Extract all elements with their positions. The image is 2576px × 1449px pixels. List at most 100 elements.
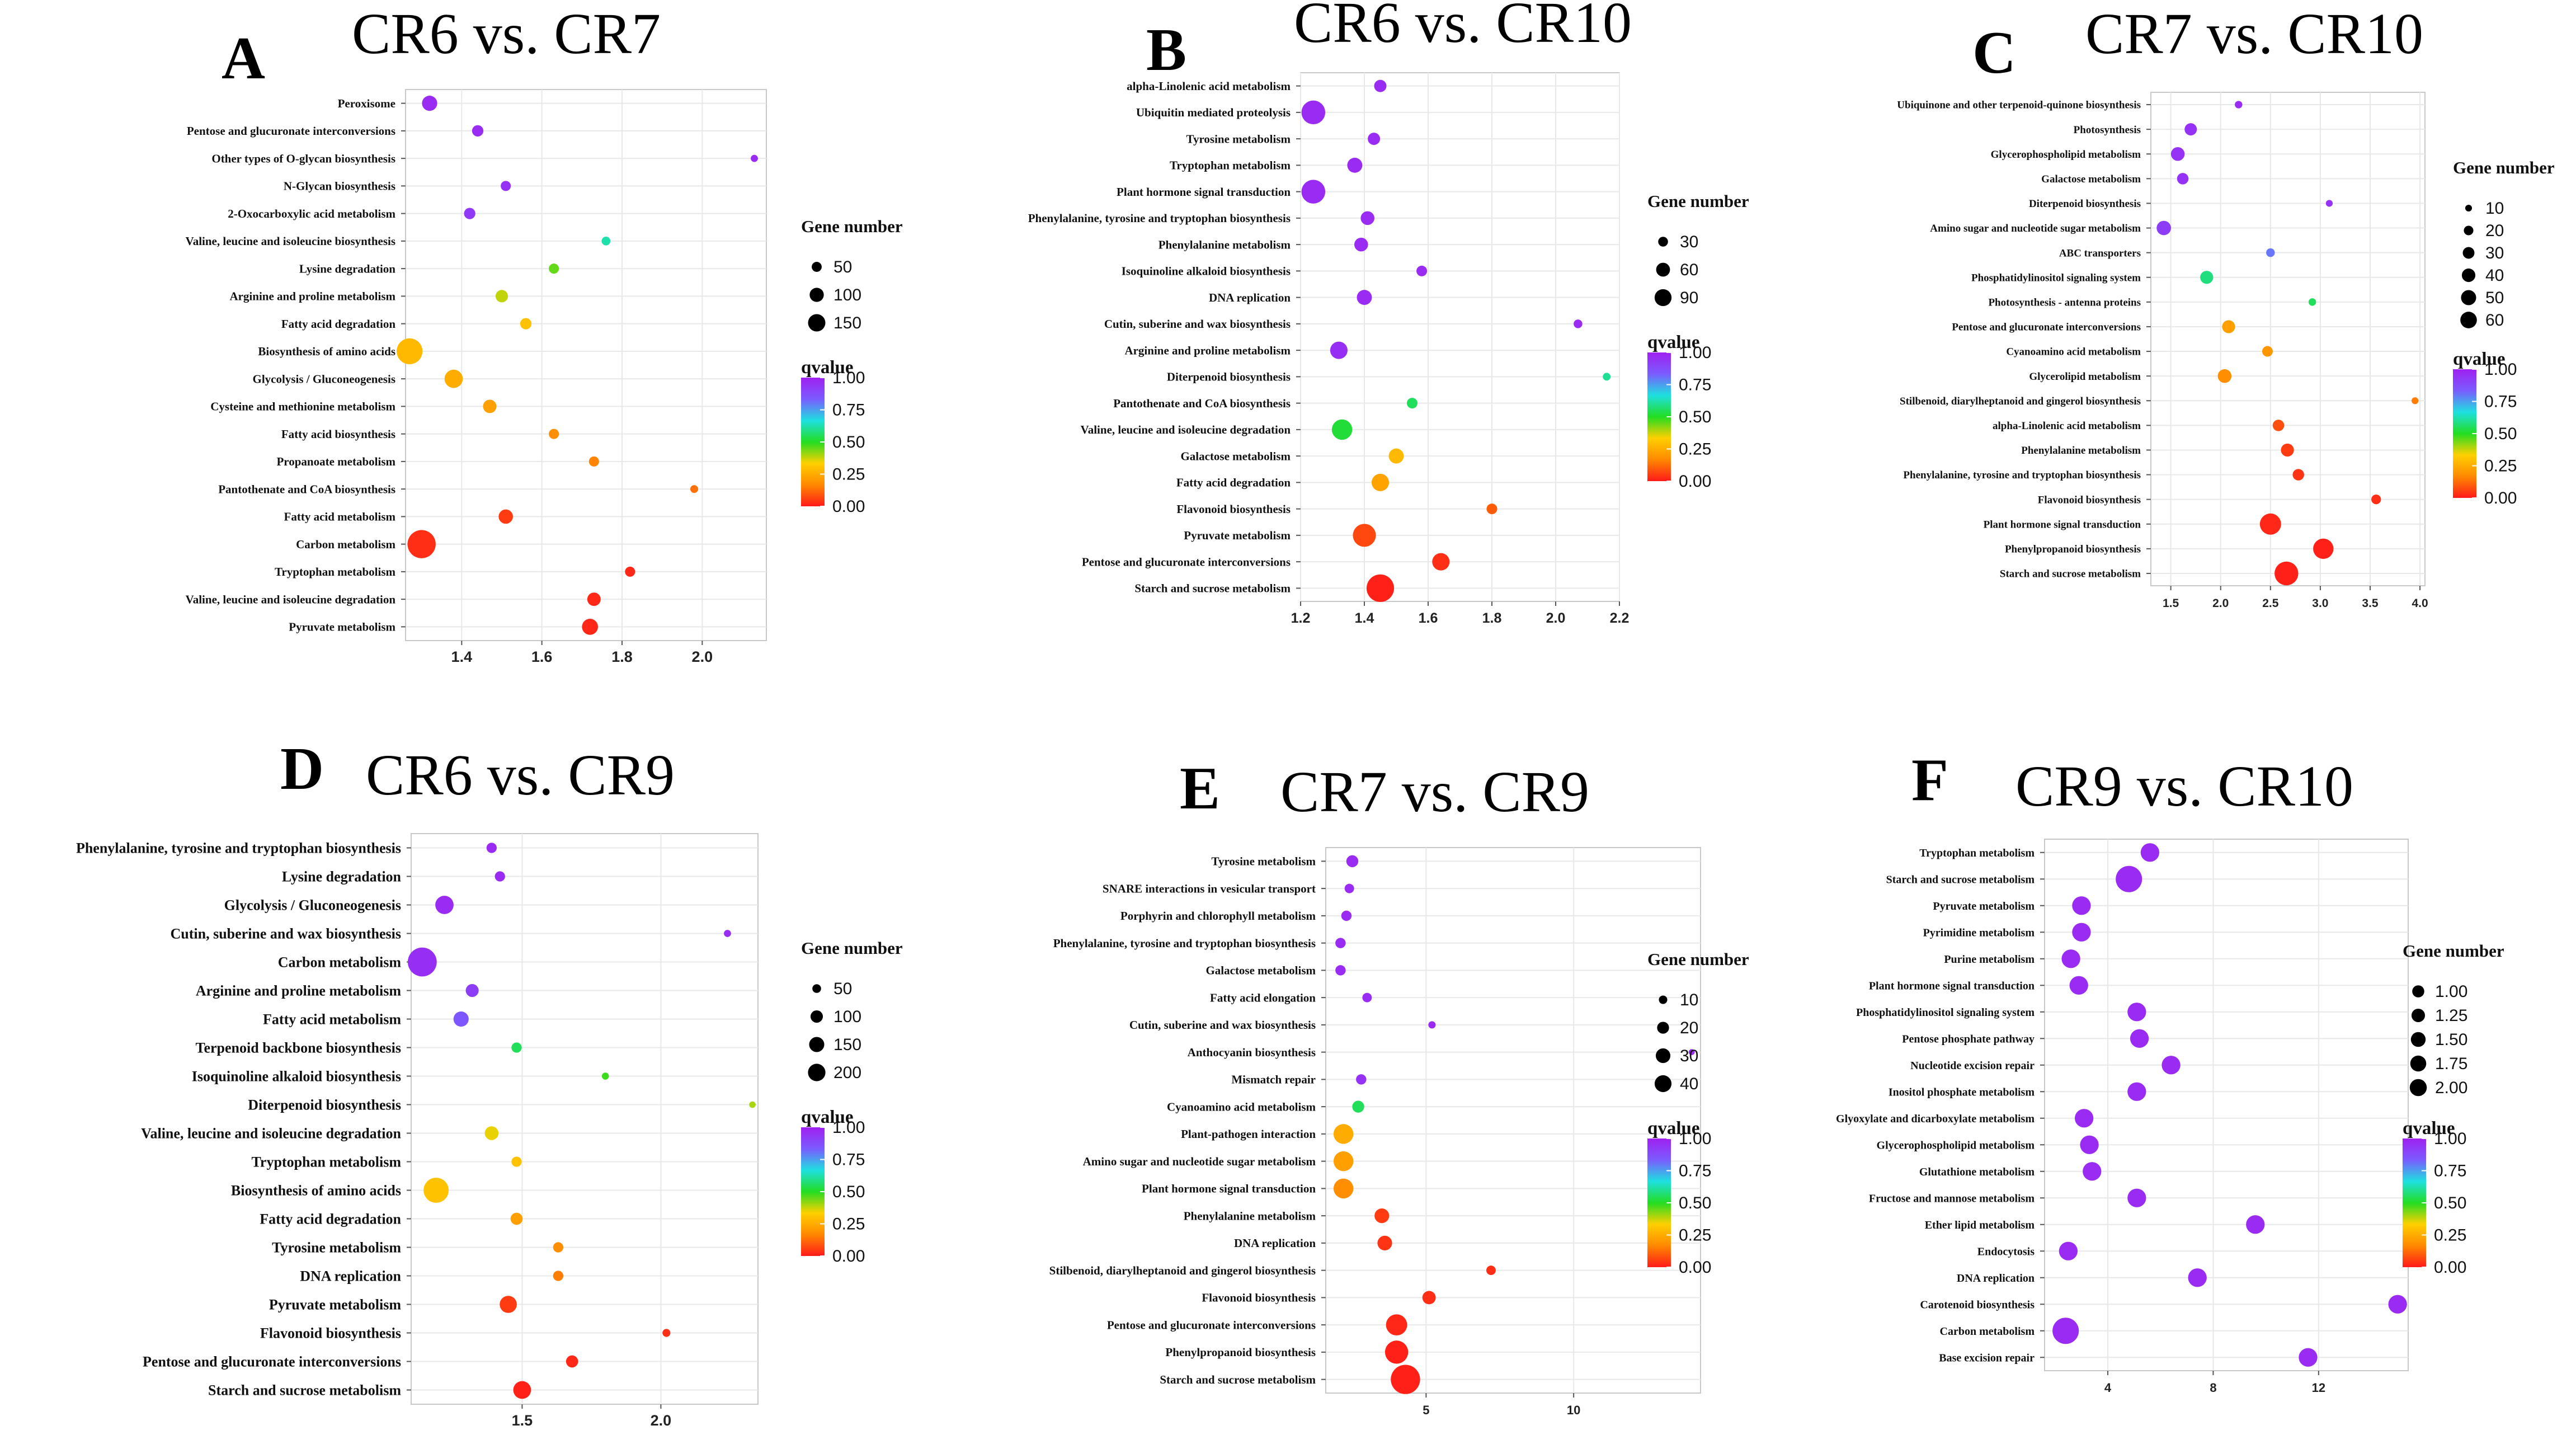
category-label: Phenylalanine metabolism	[1159, 238, 1291, 251]
data-point	[2217, 369, 2232, 383]
data-point	[2083, 1162, 2102, 1181]
data-point	[2140, 843, 2160, 862]
data-point	[2222, 320, 2235, 333]
category-label: Plant hormone signal transduction	[1142, 1182, 1316, 1196]
color-tick-label: 0.00	[832, 1247, 865, 1265]
x-tick-label: 1.6	[1419, 610, 1438, 626]
data-point	[486, 843, 497, 853]
data-point	[2127, 1188, 2146, 1207]
data-point	[690, 485, 699, 493]
size-legend-dot	[2410, 1055, 2427, 1072]
category-label: Tryptophan metabolism	[252, 1154, 402, 1170]
category-label: Carotenoid biosynthesis	[1920, 1299, 2035, 1311]
x-tick-label: 2.2	[1610, 610, 1630, 626]
data-point	[500, 1296, 517, 1313]
x-tick-label: 2.0	[1546, 610, 1566, 626]
data-point	[2161, 1056, 2181, 1075]
data-point	[1388, 448, 1404, 464]
category-label: Galactose metabolism	[1180, 449, 1291, 463]
category-label: Pyruvate metabolism	[289, 620, 395, 634]
category-label: Phenylalanine, tyrosine and tryptophan b…	[76, 840, 401, 857]
x-tick-label: 8	[2210, 1381, 2216, 1395]
x-tick-label: 10	[1567, 1403, 1580, 1417]
category-label: Amino sugar and nucleotide sugar metabol…	[1930, 223, 2141, 234]
data-point	[1357, 290, 1372, 305]
category-label: ABC transporters	[2059, 247, 2141, 259]
category-label: Diterpenoid biosynthesis	[248, 1097, 401, 1113]
data-point	[1422, 1291, 1436, 1305]
category-label: Tryptophan metabolism	[1170, 159, 1291, 172]
plot-area	[1325, 847, 1701, 1394]
category-label: Cysteine and methionine metabolism	[210, 400, 395, 413]
data-point	[510, 1212, 523, 1225]
size-legend-label: 20	[2485, 222, 2504, 240]
data-point	[423, 1178, 449, 1203]
data-point	[465, 984, 479, 998]
category-label: Phenylalanine, tyrosine and tryptophan b…	[1903, 469, 2141, 481]
data-point	[549, 429, 559, 439]
data-point	[2177, 173, 2189, 185]
category-label: Plant hormone signal transduction	[1117, 185, 1291, 199]
data-point	[2246, 1215, 2265, 1234]
data-point	[1416, 265, 1428, 276]
category-label: Tyrosine metabolism	[1186, 132, 1291, 145]
size-legend-dot	[2465, 204, 2473, 212]
category-label: DNA replication	[1209, 291, 1291, 304]
category-label: Base excision repair	[1939, 1352, 2035, 1364]
data-point	[513, 1381, 531, 1399]
category-label: Cutin, suberine and wax biosynthesis	[1129, 1018, 1316, 1032]
color-tick-label: 1.00	[1679, 344, 1711, 362]
plot-area	[1300, 72, 1620, 602]
size-legend-label: 40	[1680, 1075, 1698, 1093]
color-legend-title: qvalue	[801, 1107, 854, 1127]
data-point	[566, 1355, 578, 1368]
category-label: Pentose phosphate pathway	[1902, 1033, 2035, 1045]
size-legend-label: 50	[833, 258, 852, 276]
x-tick-label: 2.0	[2212, 597, 2229, 610]
color-tick-label: 0.50	[832, 433, 865, 451]
category-label: Fatty acid degradation	[281, 317, 395, 331]
color-tick-label: 0.25	[2484, 457, 2517, 476]
category-label: Phosphatidylinositol signaling system	[1856, 1006, 2035, 1019]
category-label: Nucleotide excision repair	[1910, 1060, 2035, 1072]
data-point	[662, 1329, 671, 1337]
x-tick-label: 4.0	[2412, 597, 2428, 610]
color-legend-title: qvalue	[1647, 1118, 1700, 1138]
color-tick-label: 0.75	[832, 401, 865, 420]
category-label: Flavonoid biosynthesis	[260, 1325, 401, 1342]
color-tick-label: 0.75	[2434, 1162, 2466, 1180]
data-point	[1406, 398, 1418, 409]
size-legend-title: Gene number	[2403, 941, 2504, 961]
color-tick-label: 0.00	[2434, 1258, 2466, 1277]
category-label: Endocytosis	[1977, 1245, 2035, 1258]
category-label: DNA replication	[1957, 1272, 2035, 1285]
category-label: Galactose metabolism	[2041, 173, 2141, 185]
x-tick-label: 1.5	[512, 1412, 533, 1429]
size-legend-dot	[809, 288, 824, 302]
data-point	[1486, 504, 1497, 515]
color-legend-title: qvalue	[2453, 349, 2506, 369]
category-label: Tryptophan metabolism	[1919, 847, 2035, 859]
size-legend-title: Gene number	[801, 217, 903, 236]
category-label: Tyrosine metabolism	[1212, 855, 1316, 868]
color-legend-title: qvalue	[2403, 1118, 2455, 1138]
data-point	[2069, 976, 2088, 995]
chart-title: CR9 vs. CR10	[2015, 754, 2353, 818]
data-point	[2308, 298, 2316, 306]
category-label: Phenylalanine, tyrosine and tryptophan b…	[1053, 937, 1316, 950]
data-point	[2325, 200, 2333, 207]
category-label: Plant-pathogen interaction	[1181, 1127, 1316, 1141]
data-point	[2116, 865, 2142, 892]
category-label: alpha-Linolenic acid metabolism	[1993, 420, 2141, 432]
x-tick-label: 12	[2312, 1381, 2325, 1395]
size-legend-dot	[1654, 1075, 1672, 1093]
category-label: Plant hormone signal transduction	[1984, 519, 2141, 530]
data-point	[2281, 443, 2294, 457]
plot-area	[2044, 839, 2409, 1371]
color-legend-title: qvalue	[801, 357, 854, 378]
size-legend-label: 30	[1680, 233, 1698, 251]
size-legend-label: 40	[2485, 266, 2504, 285]
size-legend-label: 1.25	[2435, 1006, 2467, 1025]
data-point	[1352, 1100, 1364, 1113]
